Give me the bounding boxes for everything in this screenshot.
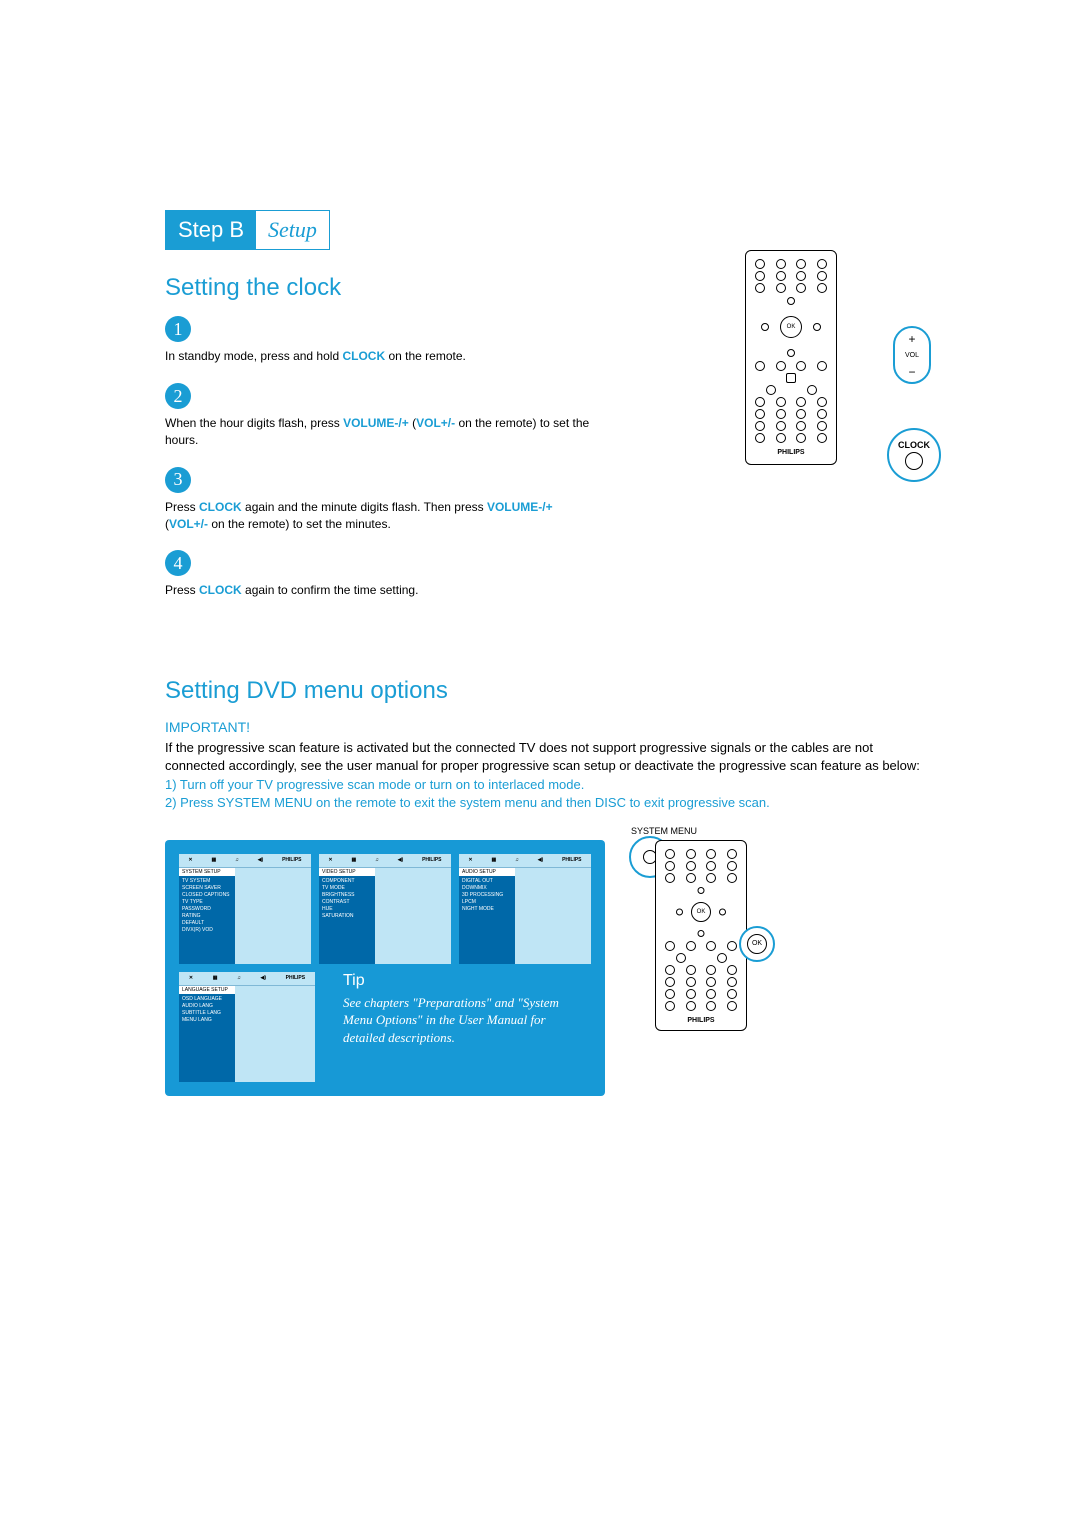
- r: OSD LANGUAGE: [182, 996, 232, 1002]
- ok-button: OK: [780, 316, 802, 338]
- hdr: VIDEO SETUP: [319, 868, 375, 876]
- imp-line-2: 1) Turn off your TV progressive scan mod…: [165, 776, 925, 794]
- hdr: AUDIO SETUP: [459, 868, 515, 876]
- vol-minus: −: [908, 365, 915, 379]
- remote-brand-2: PHILIPS: [660, 1017, 742, 1024]
- tip-title: Tip: [343, 972, 573, 990]
- step-number-1: 1: [165, 316, 191, 342]
- r: DIGITAL OUT: [462, 878, 512, 884]
- screen-audio: ✕▦♫◀)PHILIPS AUDIO SETUP DIGITAL OUT DOW…: [459, 854, 591, 964]
- r: AUDIO LANG: [182, 1003, 232, 1009]
- remote-brand: PHILIPS: [750, 449, 832, 456]
- brand: PHILIPS: [286, 975, 305, 981]
- hdr: SYSTEM SETUP: [179, 868, 235, 876]
- t: on the remote.: [385, 349, 466, 363]
- remote-diagram-2: SYSTEM MENU OK PHILIPS OK: [635, 840, 765, 1031]
- tip-body: See chapters "Preparations" and "System …: [343, 994, 573, 1047]
- dvd-heading: Setting DVD menu options: [165, 677, 925, 705]
- clock-heading: Setting the clock: [165, 274, 725, 302]
- kw: VOLUME-/+: [343, 416, 409, 430]
- remote-diagram-1: OK PHILIPS + VOL − CLOCK: [745, 250, 925, 465]
- r: LPCM: [462, 899, 512, 905]
- ok-button-2: OK: [691, 902, 711, 922]
- r: CONTRAST: [322, 899, 372, 905]
- t: Press: [165, 500, 199, 514]
- r: MENU LANG: [182, 1017, 232, 1023]
- brand: PHILIPS: [282, 857, 301, 863]
- ok-callout: OK: [739, 926, 775, 962]
- imp-line-1: If the progressive scan feature is activ…: [165, 739, 925, 775]
- step-text-4: Press CLOCK again to confirm the time se…: [165, 582, 595, 599]
- r: BRIGHTNESS: [322, 892, 372, 898]
- clock-step-3: 3 Press CLOCK again and the minute digit…: [165, 467, 595, 533]
- ok-inner: OK: [747, 934, 767, 954]
- r: 3D PROCESSING: [462, 892, 512, 898]
- kw: VOL+/-: [169, 517, 208, 531]
- brand: PHILIPS: [422, 857, 441, 863]
- clock-callout-label: CLOCK: [898, 440, 930, 450]
- t: on the remote) to set the minutes.: [208, 517, 391, 531]
- t: again and the minute digits flash. Then …: [242, 500, 487, 514]
- screen-system: ✕▦♫◀)PHILIPS SYSTEM SETUP TV SYSTEM SCRE…: [179, 854, 311, 964]
- clock-step-4: 4 Press CLOCK again to confirm the time …: [165, 550, 595, 599]
- hdr: LANGUAGE SETUP: [179, 986, 235, 994]
- kw: CLOCK: [199, 500, 242, 514]
- important-label: IMPORTANT!: [165, 719, 925, 735]
- system-menu-label: SYSTEM MENU: [631, 826, 697, 836]
- r: TV MODE: [322, 885, 372, 891]
- r: COMPONENT: [322, 878, 372, 884]
- step-badge: Step BSetup: [165, 210, 330, 250]
- step-text-2: When the hour digits flash, press VOLUME…: [165, 415, 595, 449]
- r: DOWNMIX: [462, 885, 512, 891]
- vol-label: VOL: [905, 352, 919, 359]
- t: Press: [165, 583, 199, 597]
- imp-line-3: 2) Press SYSTEM MENU on the remote to ex…: [165, 794, 925, 812]
- kw: VOLUME-/+: [487, 500, 553, 514]
- r: TV TYPE: [182, 899, 232, 905]
- step-label: Step B: [166, 211, 256, 249]
- r: RATING: [182, 913, 232, 919]
- r: NIGHT MODE: [462, 906, 512, 912]
- kw: CLOCK: [342, 349, 385, 363]
- screen-language: ✕▦♫◀)PHILIPS LANGUAGE SETUP OSD LANGUAGE…: [179, 972, 315, 1082]
- r: SUBTITLE LANG: [182, 1010, 232, 1016]
- dpad: OK: [761, 297, 821, 357]
- vol-callout: + VOL −: [893, 326, 931, 384]
- important-body: If the progressive scan feature is activ…: [165, 739, 925, 812]
- t: In standby mode, press and hold: [165, 349, 342, 363]
- screen-video: ✕▦♫◀)PHILIPS VIDEO SETUP COMPONENT TV MO…: [319, 854, 451, 964]
- kw: CLOCK: [199, 583, 242, 597]
- remote-body: OK PHILIPS: [745, 250, 837, 465]
- t: again to confirm the time setting.: [242, 583, 419, 597]
- r: DIVX(R) VOD: [182, 927, 232, 933]
- step-text-1: In standby mode, press and hold CLOCK on…: [165, 348, 595, 365]
- clock-callout: CLOCK: [887, 428, 941, 482]
- r: DEFAULT: [182, 920, 232, 926]
- clock-callout-circle: [905, 452, 923, 470]
- vol-plus: +: [908, 332, 915, 346]
- step-number-3: 3: [165, 467, 191, 493]
- r: PASSWORD: [182, 906, 232, 912]
- r: SCREEN SAVER: [182, 885, 232, 891]
- remote-body-2: OK PHILIPS: [655, 840, 747, 1031]
- clock-step-1: 1 In standby mode, press and hold CLOCK …: [165, 316, 595, 365]
- r: HUE: [322, 906, 372, 912]
- r: TV SYSTEM: [182, 878, 232, 884]
- step-number-4: 4: [165, 550, 191, 576]
- clock-step-2: 2 When the hour digits flash, press VOLU…: [165, 383, 595, 449]
- step-sub: Setup: [256, 211, 329, 249]
- brand: PHILIPS: [562, 857, 581, 863]
- t: (: [409, 416, 416, 430]
- r: CLOSED CAPTIONS: [182, 892, 232, 898]
- tip-box: Tip See chapters "Preparations" and "Sys…: [343, 972, 573, 1047]
- r: SATURATION: [322, 913, 372, 919]
- kw: VOL+/-: [416, 416, 455, 430]
- menu-grid: ✕▦♫◀)PHILIPS SYSTEM SETUP TV SYSTEM SCRE…: [165, 840, 605, 1096]
- step-text-3: Press CLOCK again and the minute digits …: [165, 499, 595, 533]
- step-number-2: 2: [165, 383, 191, 409]
- t: When the hour digits flash, press: [165, 416, 343, 430]
